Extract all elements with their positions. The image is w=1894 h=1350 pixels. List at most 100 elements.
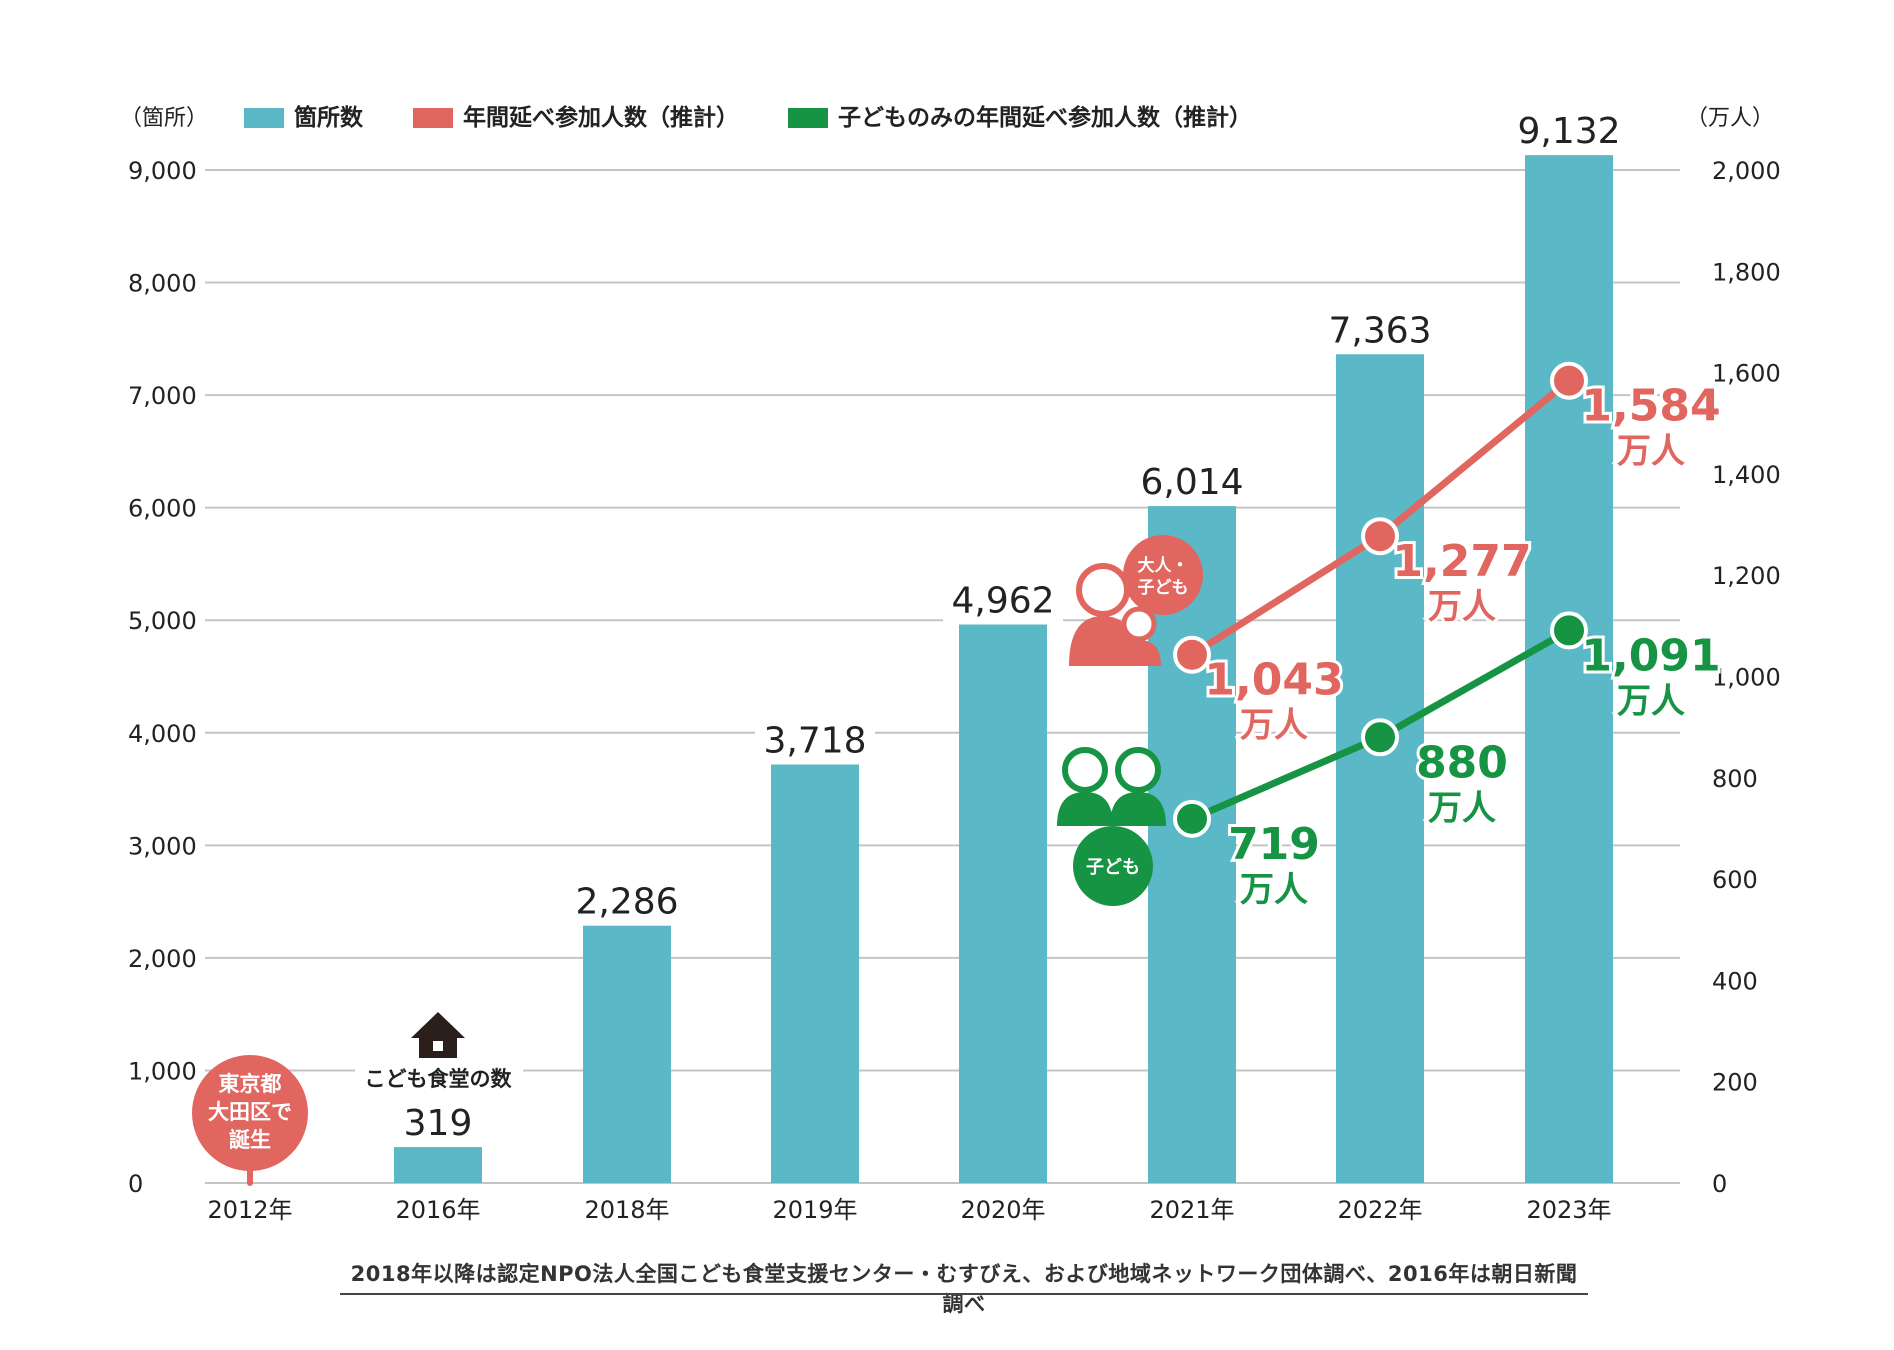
line-point [1550,361,1588,400]
line-unit-label: 万人 [1428,788,1496,828]
left-tick-label: 2,000 [128,945,197,973]
bar-label-backing [1132,456,1252,505]
count-caption: こども食堂の数 [365,1067,513,1091]
left-tick-label: 5,000 [128,607,197,635]
kid-icon-head [1121,606,1157,642]
adult-badge [1123,535,1203,615]
right-tick-label: 2,000 [1712,157,1781,185]
bar [1336,354,1424,1184]
bar-label-backing [378,1097,498,1146]
bar-value-label: 2,286 [575,882,678,923]
line-value-label: 1,584 [1581,381,1720,432]
left-tick-label: 1,000 [128,1057,197,1085]
right-tick-label: 200 [1712,1069,1758,1097]
bar-label-backing [1509,105,1629,154]
line-unit-label: 万人 [1617,432,1685,472]
left-tick-label: 4,000 [128,720,197,748]
bar-value-label: 7,363 [1328,310,1431,351]
bar-value-label: 319 [404,1103,473,1144]
child-icon-head [1115,747,1161,793]
right-tick-label: 1,800 [1712,258,1781,286]
right-tick-label: 1,200 [1712,562,1781,590]
legend-swatch [788,108,828,128]
bar [771,764,859,1183]
line-point [1173,635,1211,674]
legend: 箇所数 年間延べ参加人数（推計） 子どものみの年間延べ参加人数（推計） [244,104,1252,131]
left-tick-label: 3,000 [128,832,197,860]
birth-badge-text: 大田区で [208,1100,292,1124]
bar-value-label: 4,962 [951,580,1054,621]
line-value-label: 1,043 [1204,655,1343,706]
bar-label-backing [1320,304,1440,353]
left-tick-label: 0 [128,1170,143,1198]
x-tick-label: 2019年 [772,1196,857,1224]
line-unit-label: 万人 [1240,870,1308,910]
left-tick-label: 6,000 [128,495,197,523]
legend-label: 子どものみの年間延べ参加人数（推計） [838,104,1252,131]
line-value-label: 1,277 [1392,536,1531,587]
child-icon-head [1062,747,1108,793]
line-point [1550,611,1588,650]
right-axis: 0 200 400 600 800 1,000 1,200 1,400 1,600 1,800 2,… [1686,106,1781,1198]
left-axis: 0 1,000 2,000 3,000 4,000 5,000 6,000 7,000 8,00… [120,106,208,1198]
adult-icon-head [1076,563,1130,617]
caption-backing [355,1062,523,1092]
bar-series: 319 2,286 3,718 4,962 6,014 7,363 9,132 [378,105,1629,1184]
bar-value-label: 9,132 [1517,111,1620,152]
bar [394,1147,482,1183]
kid-icon-body [1117,640,1161,666]
left-axis-unit: （箇所） [120,106,208,131]
bar-label-backing [943,574,1063,623]
right-tick-label: 1,600 [1712,360,1781,388]
right-tick-label: 600 [1712,866,1758,894]
line-value-label: 880 [1416,737,1508,788]
bar-value-label: 3,718 [763,721,866,762]
right-tick-label: 800 [1712,765,1758,793]
legend-swatch [413,108,453,128]
line-point [1361,718,1399,757]
bar [959,624,1047,1183]
legend-label: 年間延べ参加人数（推計） [463,104,739,131]
right-axis-unit: （万人） [1686,106,1774,131]
left-tick-label: 9,000 [128,157,197,185]
line-point [1173,799,1211,838]
legend-swatch [244,108,284,128]
bar-value-label: 6,014 [1140,462,1243,503]
source-note: 2018年以降は認定NPO法人全国こども食堂支援センター・むすびえ、および地域ネ… [350,1262,1578,1316]
birth-badge [192,1055,308,1171]
child-badge [1073,826,1153,906]
house-icon [411,1012,465,1058]
birth-badge-text: 東京都 [219,1072,282,1096]
child-icon-body [1110,792,1166,826]
x-tick-label: 2021年 [1149,1196,1234,1224]
source-underline [340,1293,1588,1295]
x-tick-label: 2012年 [207,1196,292,1224]
legend-label: 箇所数 [294,104,364,131]
right-tick-label: 400 [1712,967,1758,995]
x-tick-label: 2022年 [1337,1196,1422,1224]
bar [1148,506,1236,1183]
bar [583,925,671,1183]
adult-badge-text: 子ども [1138,578,1189,598]
x-tick-label: 2020年 [960,1196,1045,1224]
adult-badge-text: 大人・ [1138,555,1189,576]
line-unit-label: 万人 [1428,587,1496,627]
line-value-label: 1,091 [1581,630,1720,681]
line-unit-label: 万人 [1617,681,1685,721]
line-unit-label: 万人 [1240,706,1308,746]
house-window [433,1041,443,1051]
child-icon-body [1057,792,1113,826]
right-tick-label: 0 [1712,1170,1727,1198]
right-tick-label: 1,400 [1712,461,1781,489]
x-tick-label: 2016年 [395,1196,480,1224]
x-tick-label: 2023年 [1526,1196,1611,1224]
child-badge-text: 子ども [1086,857,1140,878]
line-value-label: 719 [1228,819,1320,870]
x-tick-label: 2018年 [584,1196,669,1224]
birth-badge-text: 誕生 [229,1128,271,1152]
line-point [1361,517,1399,556]
x-axis-labels: 2012年 2016年 2018年 2019年 2020年 2021年 2022年 2023年 [207,1196,1611,1224]
